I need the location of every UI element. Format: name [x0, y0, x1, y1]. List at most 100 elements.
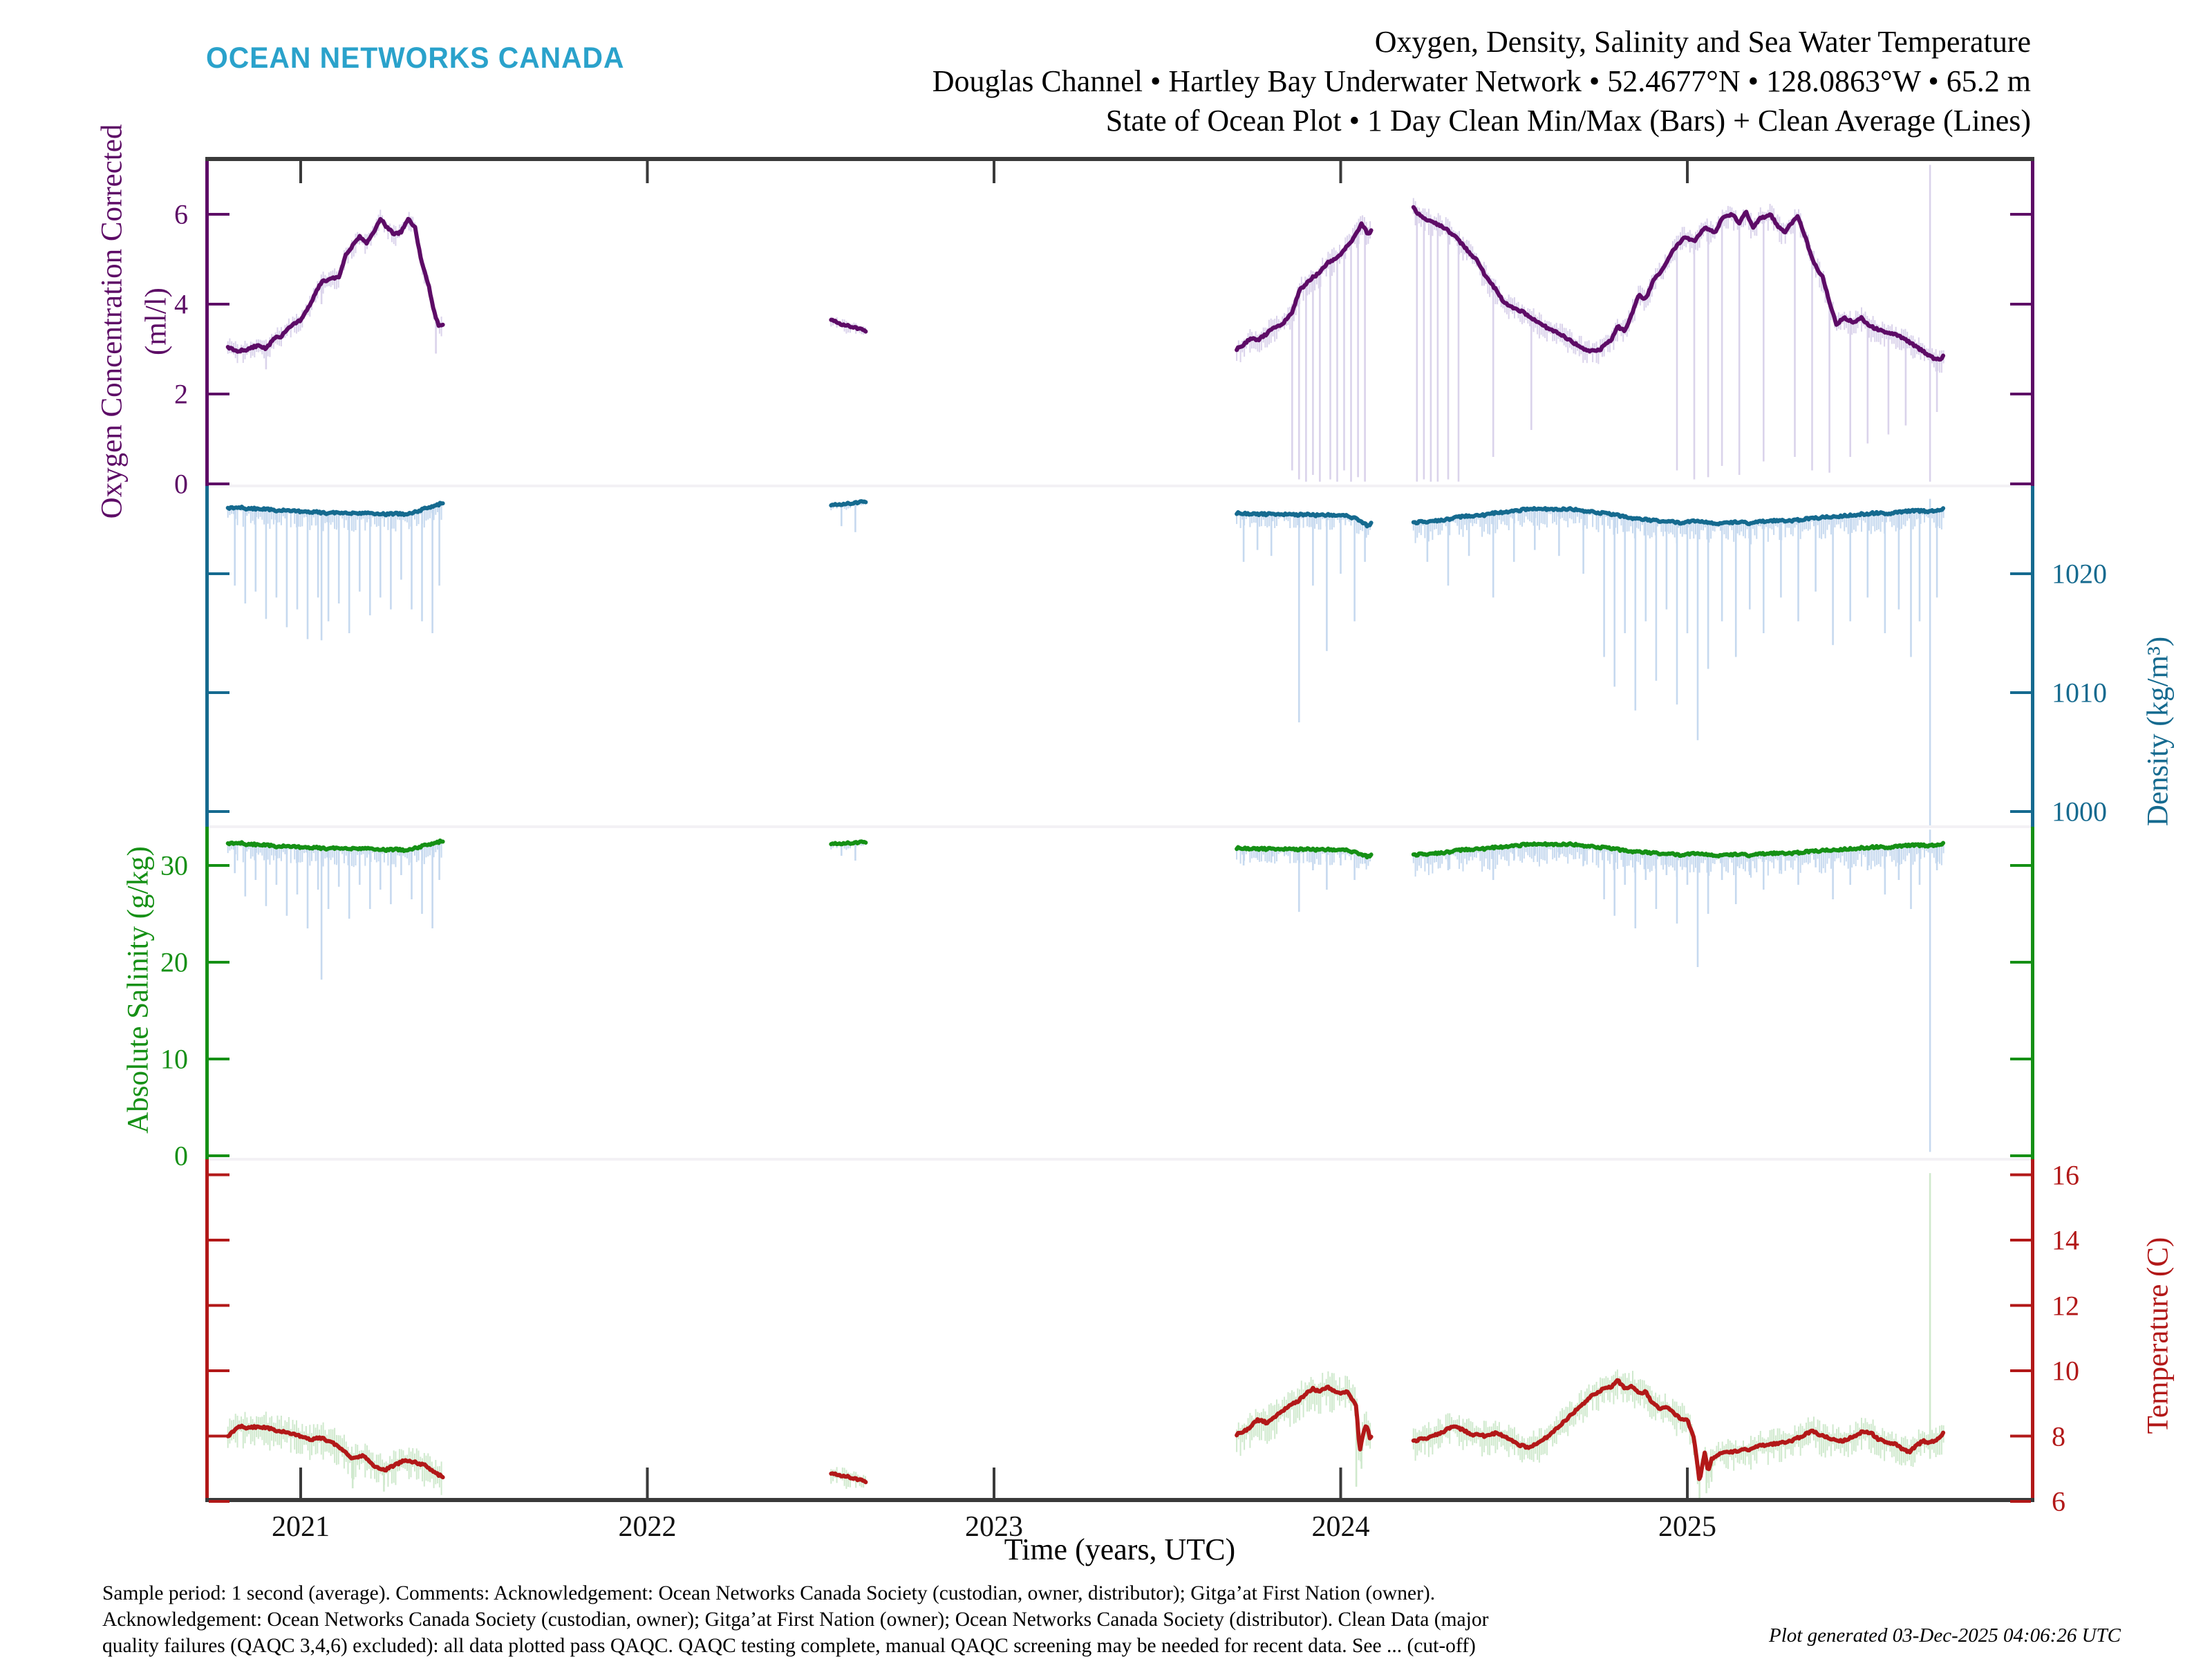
x-tick-label-2022: 2022: [618, 1511, 677, 1543]
left-spine-segment: [205, 159, 209, 486]
oxygen-tick-label: 6: [174, 198, 188, 230]
salinity-tick-right: [2010, 961, 2031, 964]
salinity-tick-right: [2010, 1058, 2031, 1060]
plot-title-line-3: State of Ocean Plot • 1 Day Clean Min/Ma…: [1105, 104, 2031, 138]
salinity-tick-left: [209, 1154, 229, 1157]
temperature-average-line: [1235, 1385, 1374, 1452]
temperature-tick-right: [2010, 1304, 2031, 1307]
right-spine-segment: [2031, 159, 2034, 486]
salinity-tick-right: [2010, 864, 2031, 867]
left-spine-segment: [205, 1159, 209, 1501]
plot-generated-timestamp: Plot generated 03-Dec-2025 04:06:26 UTC: [1768, 1624, 2121, 1647]
oxygen-axis-label: Oxygen Concentration Corrected: [95, 124, 129, 519]
oxygen-tick-left: [209, 482, 229, 485]
right-spine-segment: [2031, 1159, 2034, 1501]
temperature-tick-label: 10: [2052, 1355, 2079, 1387]
temperature-tick-right: [2010, 1500, 2031, 1503]
right-spine-segment: [2031, 827, 2034, 1159]
oxygen-average-line: [1235, 221, 1374, 353]
density-tick-right: [2010, 572, 2031, 575]
footer-line-3: quality failures (QAQC 3,4,6) excluded):…: [102, 1635, 1476, 1657]
x-tick-top: [1339, 161, 1342, 183]
density-average-line: [829, 499, 868, 508]
temperature-axis-label: Temperature (C): [2141, 1237, 2175, 1434]
oxygen-tick-right: [2010, 213, 2031, 216]
salinity-minmax-bars: [227, 830, 1944, 1152]
density-average-line: [225, 500, 445, 518]
x-tick-label-2023: 2023: [965, 1511, 1023, 1543]
top-spine: [205, 157, 2034, 161]
oxygen-tick-right: [2010, 303, 2031, 306]
temperature-tick-label: 16: [2052, 1159, 2079, 1190]
plot-title-line-2: Douglas Channel • Hartley Bay Underwater…: [932, 64, 2031, 98]
temperature-tick-right: [2010, 1239, 2031, 1241]
oxygen-tick-label: 4: [174, 288, 188, 320]
right-spine-segment: [2031, 486, 2034, 827]
density-tick-label: 1020: [2052, 558, 2107, 590]
density-tick-left: [209, 810, 229, 813]
salinity-tick-label: 10: [160, 1043, 188, 1075]
temperature-tick-label: 8: [2052, 1421, 2065, 1452]
oxygen-tick-right: [2010, 482, 2031, 485]
density-tick-label: 1010: [2052, 677, 2107, 709]
oxygen-tick-label: 0: [174, 468, 188, 500]
x-axis-label: Time (years, UTC): [1004, 1533, 1236, 1566]
density-tick-right: [2010, 691, 2031, 694]
x-tick-bottom: [299, 1468, 302, 1498]
temperature-tick-left: [209, 1239, 229, 1241]
bottom-spine: [205, 1498, 2034, 1502]
temperature-tick-right: [2010, 1434, 2031, 1438]
salinity-tick-label: 0: [174, 1140, 188, 1172]
density-average-line: [1411, 506, 1946, 527]
temperature-tick-right: [2010, 1369, 2031, 1372]
x-tick-bottom: [1339, 1468, 1342, 1498]
oxygen-tick-left: [209, 303, 229, 306]
oxygen-minmax-bars: [227, 165, 1944, 482]
x-tick-label-2025: 2025: [1658, 1511, 1716, 1543]
salinity-tick-right: [2010, 1154, 2031, 1157]
footer-line-2: Acknowledgement: Ocean Networks Canada S…: [102, 1609, 1489, 1631]
temperature-average-line: [225, 1423, 445, 1480]
x-tick-top: [646, 161, 649, 183]
footer-line-1: Sample period: 1 second (average). Comme…: [102, 1582, 1436, 1604]
x-tick-bottom: [993, 1468, 995, 1498]
oxygen-average-line: [225, 216, 445, 354]
x-tick-bottom: [646, 1468, 649, 1498]
ocean-networks-canada-logo: OCEAN NETWORKS CANADA: [206, 41, 625, 75]
x-tick-top: [299, 161, 302, 183]
footer-comments: Sample period: 1 second (average). Comme…: [102, 1580, 1761, 1659]
salinity-average-line: [1235, 845, 1374, 860]
oxygen-tick-left: [209, 213, 229, 216]
density-average-line: [1235, 510, 1374, 529]
temperature-tick-left: [209, 1434, 229, 1438]
salinity-average-line: [829, 839, 868, 847]
oxygen-tick-label: 2: [174, 378, 188, 410]
temperature-tick-left: [209, 1500, 229, 1503]
temperature-tick-left: [209, 1304, 229, 1307]
x-tick-top: [993, 161, 995, 183]
density-axis-label: Density (kg/m³): [2141, 636, 2175, 827]
temperature-average-line: [829, 1471, 868, 1485]
temperature-tick-label: 14: [2052, 1224, 2079, 1256]
temperature-average-line: [1411, 1378, 1946, 1481]
axis-separator-line: [207, 825, 2032, 828]
oxygen-average-line: [1411, 205, 1946, 362]
density-tick-label: 1000: [2052, 796, 2107, 827]
left-spine-segment: [205, 486, 209, 827]
salinity-tick-label: 30: [160, 850, 188, 881]
temperature-tick-right: [2010, 1173, 2031, 1177]
salinity-tick-left: [209, 1058, 229, 1060]
salinity-tick-left: [209, 864, 229, 867]
temperature-tick-label: 12: [2052, 1290, 2079, 1321]
x-tick-bottom: [1686, 1468, 1689, 1498]
temperature-minmax-bars: [227, 1173, 1944, 1499]
left-spine-segment: [205, 827, 209, 1159]
salinity-average-line: [1411, 841, 1946, 859]
x-tick-top: [1686, 161, 1689, 183]
temperature-tick-left: [209, 1173, 229, 1177]
salinity-tick-label: 20: [160, 946, 188, 978]
oxygen-axis-units: (ml/l): [140, 288, 173, 355]
salinity-tick-left: [209, 961, 229, 964]
